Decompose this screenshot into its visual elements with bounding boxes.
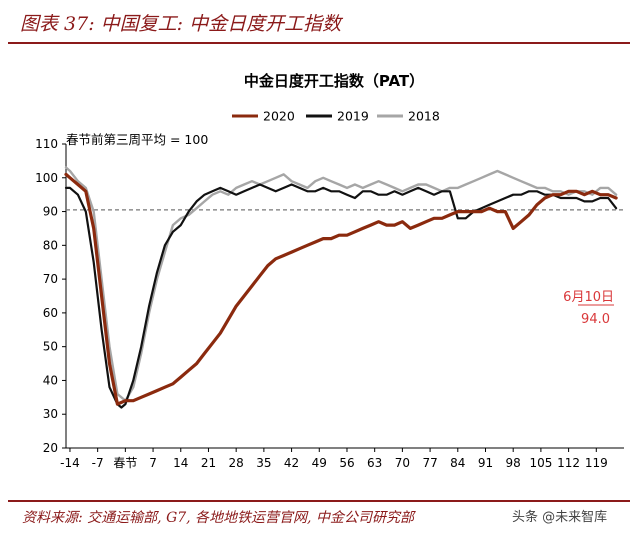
legend-label-2019: 2019	[337, 109, 369, 124]
line-chart: 中金日度开工指数（PAT） 2020 2019 2018 春节前第三周平均 = 10…	[35, 72, 624, 470]
y-tick-label: 60	[43, 306, 58, 320]
legend-label-2020: 2020	[263, 109, 295, 124]
axis-note: 春节前第三周平均 = 100	[66, 132, 208, 147]
y-tick-label: 20	[43, 441, 58, 455]
x-tick-label: 112	[557, 456, 580, 470]
x-tick-label: 91	[478, 456, 493, 470]
figure-title: 图表 37: 中国复工: 中金日度开工指数	[20, 13, 342, 35]
source-note: 资料来源: 交通运输部, G7, 各地地铁运营官网, 中金公司研究部	[22, 510, 414, 526]
x-tick-label: 7	[149, 456, 157, 470]
x-tick-label: -7	[92, 456, 104, 470]
y-tick-label: 80	[43, 238, 58, 252]
x-tick-label: 84	[450, 456, 465, 470]
y-axis: 20 30 40 50 60 70 80 90 100 110	[35, 137, 67, 455]
report-header: 图表 37: 中国复工: 中金日度开工指数	[0, 0, 640, 44]
y-tick-label: 100	[35, 171, 58, 185]
footer-divider	[8, 500, 630, 502]
x-tick-label: 14	[173, 456, 188, 470]
value-callout: 6月10日 94.0	[563, 290, 614, 327]
x-tick-label: 105	[529, 456, 552, 470]
chart-title: 中金日度开工指数（PAT）	[244, 72, 424, 90]
y-tick-label: 50	[43, 340, 58, 354]
x-tick-label: 春节	[113, 456, 137, 470]
x-axis: -14 -7 春节 7 14 21 28 35 42 49 56 63 70 77 84 91 98 105 112…	[60, 447, 624, 470]
x-tick-label: 77	[422, 456, 437, 470]
x-tick-label: 63	[367, 456, 382, 470]
series-line-2018	[64, 166, 618, 402]
y-tick-label: 90	[43, 205, 58, 219]
x-tick-label: -14	[60, 456, 80, 470]
x-tick-label: 119	[585, 456, 608, 470]
watermark: 头条 @未来智库	[512, 510, 608, 525]
x-tick-label: 21	[201, 456, 216, 470]
series-line-2020	[64, 172, 618, 406]
x-tick-label: 35	[256, 456, 271, 470]
callout-value: 94.0	[581, 312, 610, 327]
x-tick-label: 42	[284, 456, 299, 470]
legend-label-2018: 2018	[408, 109, 440, 124]
x-tick-label: 98	[506, 456, 521, 470]
x-tick-label: 70	[395, 456, 410, 470]
y-tick-label: 70	[43, 272, 58, 286]
chart-legend: 2020 2019 2018	[232, 109, 440, 124]
x-tick-label: 49	[312, 456, 327, 470]
callout-date: 6月10日	[563, 290, 614, 305]
x-tick-label: 56	[339, 456, 354, 470]
x-tick-label: 28	[229, 456, 244, 470]
y-tick-label: 110	[35, 137, 58, 151]
y-tick-label: 30	[43, 407, 58, 421]
y-tick-label: 40	[43, 373, 58, 387]
series-line-2019	[64, 183, 618, 409]
header-divider	[8, 42, 630, 44]
plot-area	[64, 166, 624, 409]
